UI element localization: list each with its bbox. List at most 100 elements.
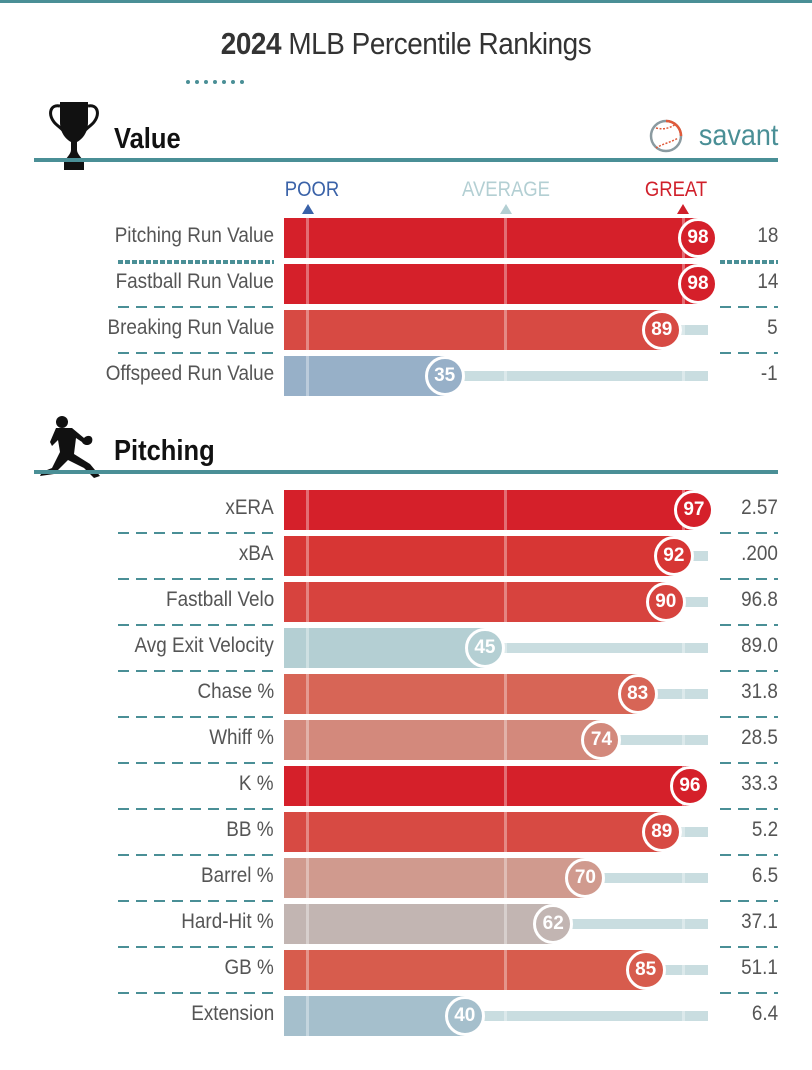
section-rule (34, 158, 778, 162)
reference-line (306, 812, 309, 852)
reference-line (504, 720, 507, 760)
metric-row: GB % 85 51.1 (0, 950, 812, 990)
metric-row: xBA 92 .200 (0, 536, 812, 576)
percentile-badge: 92 (653, 536, 694, 576)
reference-line (682, 310, 685, 350)
section-header-value: Value savant (34, 102, 778, 170)
percentile-badge: 85 (625, 950, 666, 990)
percentile-bar (284, 674, 638, 714)
legend-poor-arrow (302, 204, 314, 214)
metric-value: 28.5 (741, 726, 778, 749)
percentile-badge: 96 (669, 766, 710, 806)
reference-line (504, 356, 507, 396)
row-separator (720, 670, 778, 672)
metric-row: Avg Exit Velocity 45 89.0 (0, 628, 812, 668)
metric-value: 37.1 (741, 910, 778, 933)
row-separator (118, 992, 274, 994)
percentile-badge: 98 (677, 264, 718, 304)
row-separator (118, 808, 274, 810)
metric-value: 51.1 (741, 956, 778, 979)
metric-row: Barrel % 70 6.5 (0, 858, 812, 898)
pitcher-icon (40, 416, 100, 478)
legend-average: AVERAGE (462, 178, 550, 201)
percentile-bar (284, 628, 485, 668)
title-dots (186, 71, 249, 89)
metric-label: Whiff % (209, 726, 274, 749)
reference-line (306, 858, 309, 898)
percentile-track (304, 1011, 708, 1021)
metric-row: xERA 97 2.57 (0, 490, 812, 530)
percentile-bar (284, 536, 674, 576)
percentile-badge: 40 (444, 996, 485, 1036)
page-title: 2024 MLB Percentile Rankings (41, 26, 772, 62)
row-separator (720, 352, 778, 354)
percentile-bar (284, 490, 694, 530)
metric-row: Extension 40 6.4 (0, 996, 812, 1036)
percentile-badge: 35 (424, 356, 465, 396)
row-separator (118, 762, 274, 764)
row-separator (720, 900, 778, 902)
metric-label: Pitching Run Value (114, 224, 274, 247)
percentile-bar (284, 264, 698, 304)
metric-row: Hard-Hit % 62 37.1 (0, 904, 812, 944)
metric-row: Whiff % 74 28.5 (0, 720, 812, 760)
metric-value: 33.3 (741, 772, 778, 795)
reference-line (306, 264, 309, 304)
metric-label: Breaking Run Value (107, 316, 274, 339)
metric-row: Offspeed Run Value 35 -1 (0, 356, 812, 396)
metric-value: 6.5 (751, 864, 778, 887)
reference-line (504, 904, 507, 944)
metric-label: GB % (224, 956, 274, 979)
reference-line (306, 582, 309, 622)
percentile-track (304, 371, 708, 381)
row-separator (118, 260, 274, 264)
section-header-pitching: Pitching (34, 416, 778, 478)
metric-value: 14 (756, 270, 778, 293)
reference-line (306, 356, 309, 396)
row-separator (118, 352, 274, 354)
reference-line (306, 720, 309, 760)
reference-line (682, 674, 685, 714)
percentile-bar (284, 582, 666, 622)
metric-label: xBA (239, 542, 274, 565)
row-separator (720, 532, 778, 534)
metric-row: K % 96 33.3 (0, 766, 812, 806)
percentile-badge: 74 (581, 720, 622, 760)
reference-line (306, 490, 309, 530)
metric-value: 89.0 (741, 634, 778, 657)
metric-row: Chase % 83 31.8 (0, 674, 812, 714)
metric-row: BB % 89 5.2 (0, 812, 812, 852)
row-separator (720, 946, 778, 948)
percentile-badge: 89 (641, 812, 682, 852)
row-separator (118, 532, 274, 534)
section-rule (34, 470, 778, 474)
reference-line (504, 628, 507, 668)
metric-row: Fastball Velo 90 96.8 (0, 582, 812, 622)
row-separator (118, 946, 274, 948)
reference-line (504, 766, 507, 806)
legend-average-arrow (500, 204, 512, 214)
reference-line (306, 904, 309, 944)
row-separator (720, 716, 778, 718)
reference-line (504, 536, 507, 576)
metric-value: 31.8 (741, 680, 778, 703)
reference-line (504, 812, 507, 852)
row-separator (720, 808, 778, 810)
reference-line (504, 996, 507, 1036)
metric-label: Chase % (197, 680, 274, 703)
reference-line (306, 218, 309, 258)
metric-row: Breaking Run Value 89 5 (0, 310, 812, 350)
metric-value: 6.4 (751, 1002, 778, 1025)
reference-line (504, 582, 507, 622)
percentile-bar (284, 720, 602, 760)
section-title-pitching: Pitching (114, 435, 215, 467)
row-separator (720, 762, 778, 764)
baseball-icon (649, 119, 682, 153)
metric-value: 5 (767, 316, 778, 339)
metric-label: Hard-Hit % (181, 910, 274, 933)
title-year: 2024 (220, 26, 282, 61)
reference-line (682, 356, 685, 396)
legend-great-arrow (677, 204, 689, 214)
reference-line (682, 950, 685, 990)
section-title-value: Value (114, 123, 181, 155)
